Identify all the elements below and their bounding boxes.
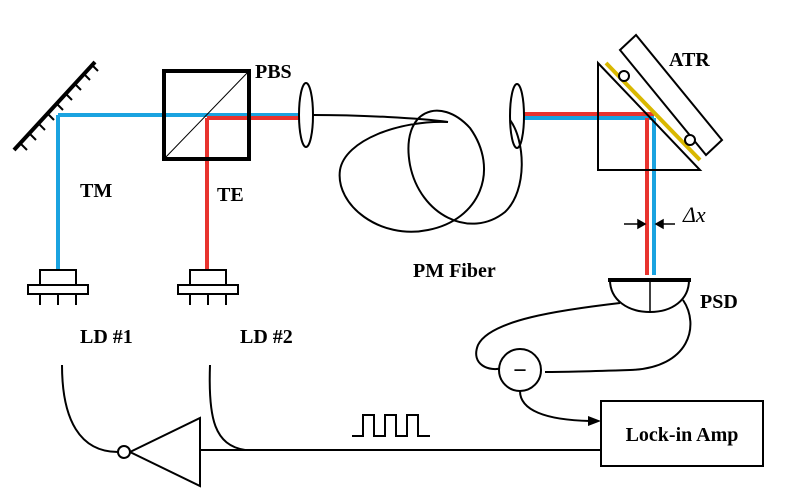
lens-left [298, 82, 314, 148]
delta-x-label: Δx [682, 202, 706, 227]
ld1-label: LD #1 [80, 326, 133, 348]
pm-fiber-label: PM Fiber [413, 260, 496, 282]
drive-wires [61, 364, 246, 453]
tm-beam [56, 113, 656, 275]
laser-diode-1 [27, 269, 89, 305]
subtractor-sign: − [513, 358, 527, 384]
lens-right [509, 83, 525, 149]
mirror [12, 60, 99, 152]
lockin-amp-box [600, 400, 764, 467]
atr-label: ATR [669, 49, 710, 71]
psd-wires [475, 299, 692, 373]
te-beam [205, 112, 654, 275]
square-wave-icon [352, 414, 430, 437]
amplifier-inverter [117, 416, 201, 488]
laser-diode-2 [177, 269, 239, 305]
subtractor-to-lockin-wire [519, 390, 601, 426]
pbs-cube [162, 69, 251, 161]
ld2-label: LD #2 [240, 326, 293, 348]
atr-prism [597, 33, 724, 171]
pbs-label: PBS [255, 61, 292, 83]
psd-detector [608, 278, 691, 314]
pm-fiber [312, 109, 523, 233]
psd-label: PSD [700, 291, 738, 313]
tm-label: TM [80, 180, 112, 202]
lockin-amp-label: Lock-in Amp [626, 424, 739, 446]
te-label: TE [217, 184, 244, 206]
delta-x-marker [624, 218, 675, 230]
